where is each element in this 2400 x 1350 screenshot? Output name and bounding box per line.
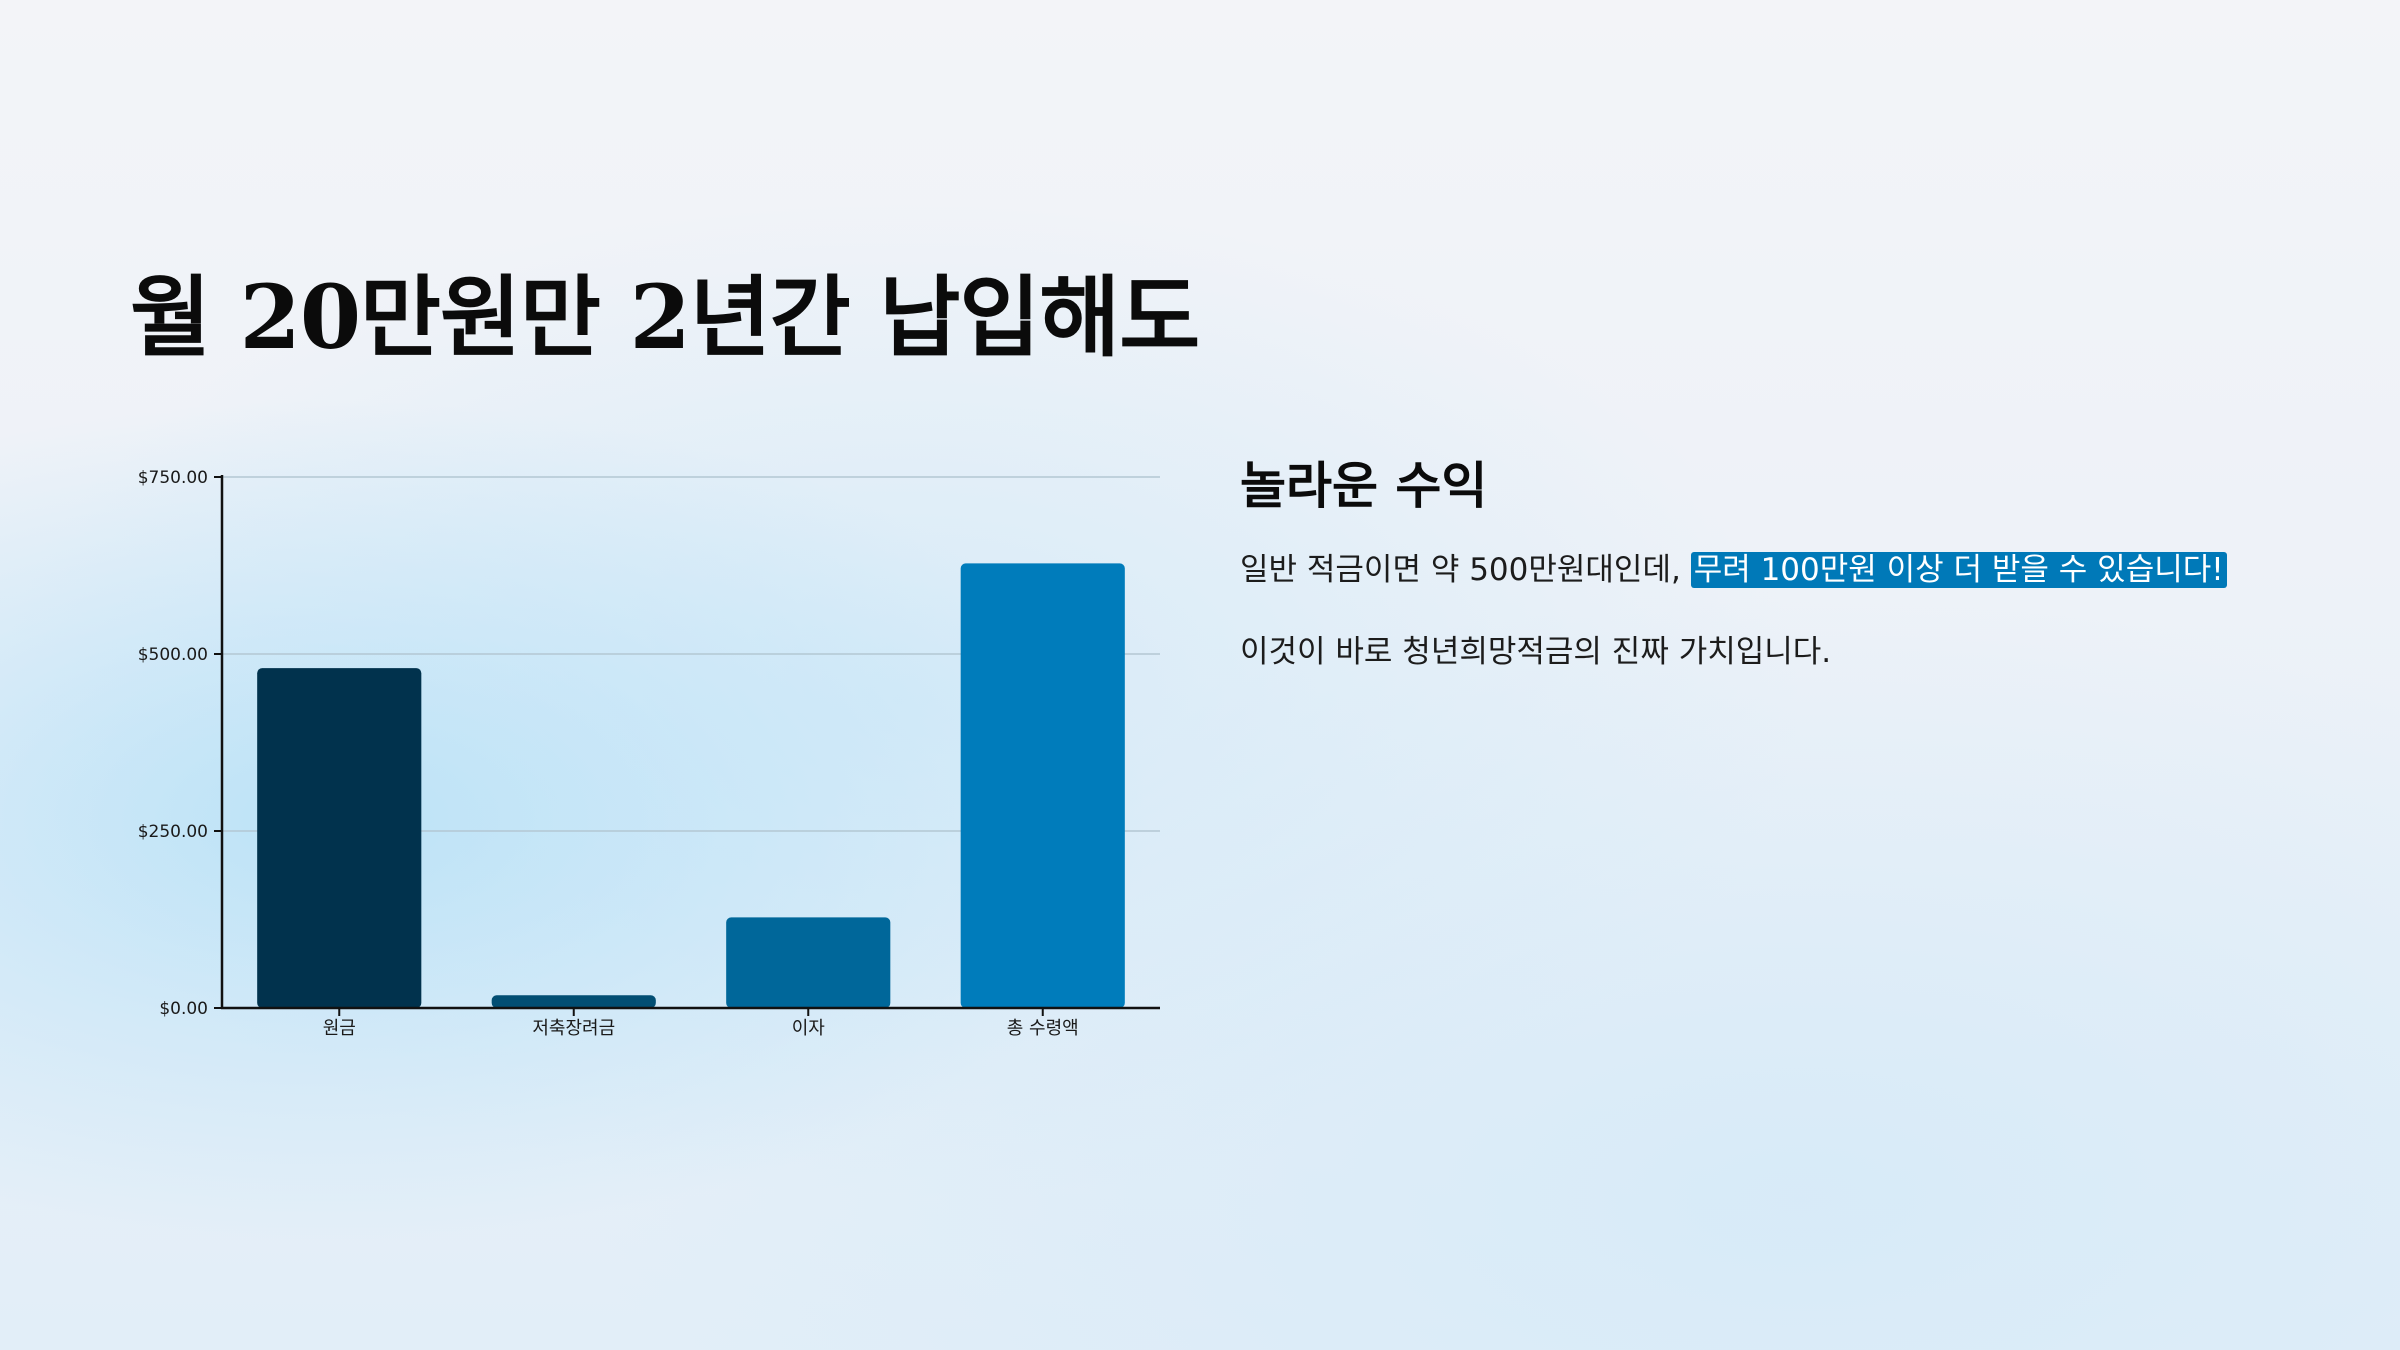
bar-1	[257, 668, 422, 1008]
bar-4	[960, 563, 1125, 1008]
side-heading: 놀라운 수익	[1240, 457, 1488, 515]
x-tick-label: 총 수령액	[1007, 1018, 1079, 1039]
y-tick-label: $0.00	[159, 999, 208, 1019]
bar-2	[491, 995, 656, 1008]
bar-3	[726, 917, 891, 1008]
bar-chart: $0.00 $250.00 $500.00 $750.00 원금 저축장려금 이자 총 수령액	[120, 450, 1170, 1050]
y-tick-label: $250.00	[138, 822, 208, 842]
highlighted-text: 무려 100만원 이상 더 받을 수 있습니다!	[1690, 552, 2227, 588]
y-tick-label: $750.00	[138, 468, 208, 488]
x-tick-label: 저축장려금	[532, 1018, 615, 1039]
paragraph-1-text: 일반 적금이면 약 500만원대인데,	[1240, 552, 1691, 588]
x-tick-label: 이자	[792, 1018, 826, 1039]
slide-title: 월 20만원만 2년간 납입해도	[130, 265, 1200, 369]
y-tick-label: $500.00	[138, 645, 208, 665]
x-tick-label: 원금	[323, 1018, 356, 1039]
side-panel: 놀라운 수익 일반 적금이면 약 500만원대인데, 무려 100만원 이상 더…	[1240, 450, 2360, 678]
bar-chart-svg: $0.00 $250.00 $500.00 $750.00 원금 저축장려금 이자 총 수령액	[138, 468, 1160, 1039]
side-paragraph-2: 이것이 바로 청년희망적금의 진짜 가치입니다.	[1240, 634, 1832, 670]
side-paragraph-1: 일반 적금이면 약 500만원대인데, 무려 100만원 이상 더 받을 수 있…	[1240, 544, 2360, 596]
